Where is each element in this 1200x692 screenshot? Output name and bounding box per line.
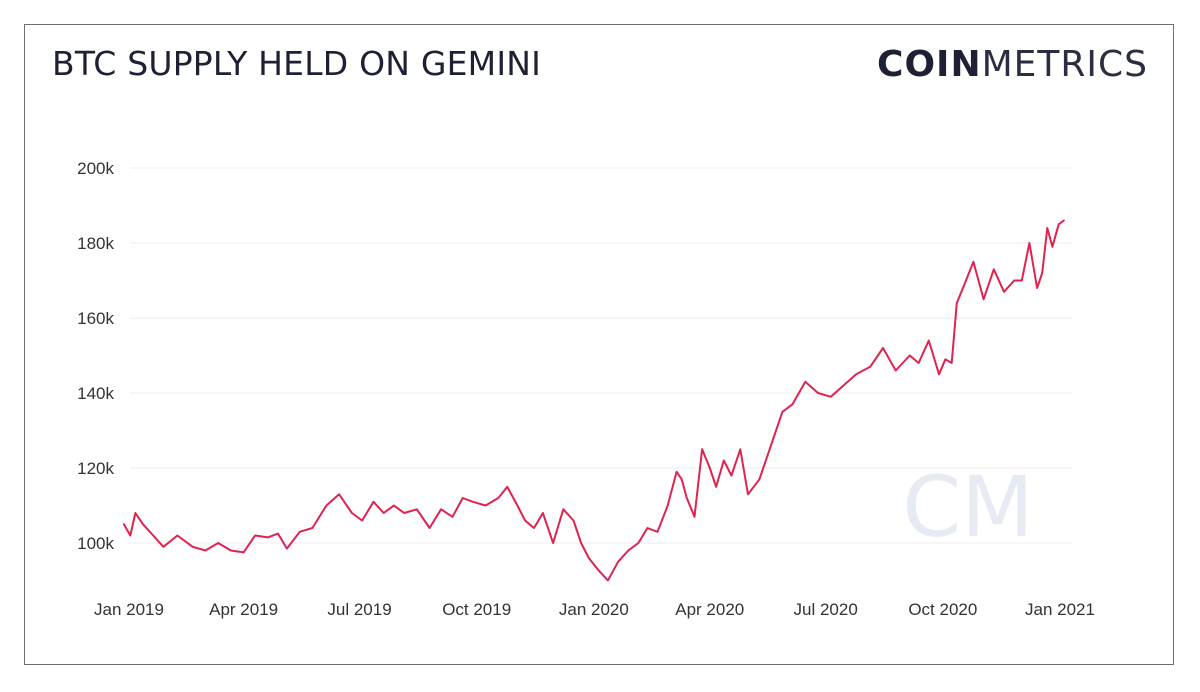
y-tick-label: 140k <box>77 384 114 403</box>
y-tick-label: 160k <box>77 309 114 328</box>
y-axis-ticks: 100k 120k 140k 160k 180k 200k <box>77 159 114 553</box>
x-tick-label: Apr 2020 <box>675 600 744 619</box>
logo-bold-text: COIN <box>877 44 982 85</box>
y-tick-label: 100k <box>77 534 114 553</box>
x-tick-label: Jan 2021 <box>1025 600 1095 619</box>
grid-lines <box>130 167 1072 544</box>
x-tick-label: Apr 2019 <box>209 600 278 619</box>
x-tick-label: Oct 2019 <box>442 600 511 619</box>
x-tick-label: Jan 2020 <box>559 600 629 619</box>
x-tick-label: Jan 2019 <box>94 600 164 619</box>
series-layer <box>122 219 1065 582</box>
logo-light-text: METRICS <box>981 44 1148 85</box>
x-tick-label: Jul 2019 <box>327 600 391 619</box>
x-tick-label: Jul 2020 <box>794 600 858 619</box>
y-tick-label: 120k <box>77 459 114 478</box>
x-axis-ticks: Jan 2019 Apr 2019 Jul 2019 Oct 2019 Jan 2020… <box>94 600 1095 619</box>
chart-title: BTC SUPPLY HELD ON GEMINI <box>52 44 542 83</box>
watermark-text: CM <box>902 458 1033 556</box>
y-tick-label: 180k <box>77 234 114 253</box>
x-tick-label: Oct 2020 <box>908 600 977 619</box>
chart-frame <box>24 24 1174 665</box>
watermark: CM <box>902 458 1033 556</box>
series-line <box>122 219 1065 582</box>
coinmetrics-logo: COINMETRICS <box>877 44 1148 85</box>
y-tick-label: 200k <box>77 159 114 178</box>
